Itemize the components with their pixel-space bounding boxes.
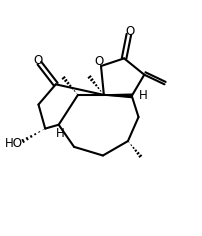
Text: O: O	[33, 54, 42, 67]
Text: H: H	[56, 127, 65, 140]
Text: O: O	[95, 55, 104, 68]
Polygon shape	[104, 94, 132, 98]
Text: HO: HO	[5, 136, 23, 150]
Text: O: O	[126, 25, 135, 38]
Text: H: H	[139, 89, 147, 102]
